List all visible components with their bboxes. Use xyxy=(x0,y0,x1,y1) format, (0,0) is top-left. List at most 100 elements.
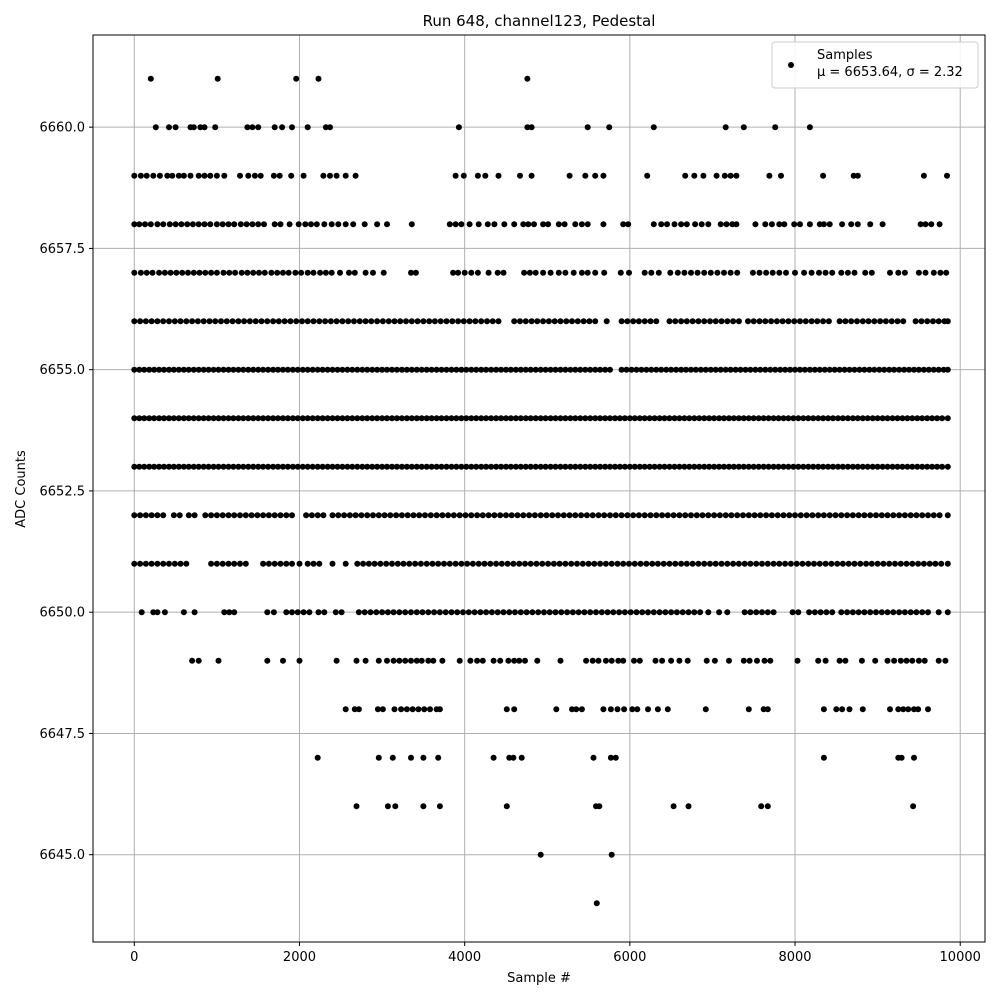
data-point xyxy=(289,609,295,616)
data-point xyxy=(582,463,589,470)
data-point xyxy=(691,172,698,179)
data-point xyxy=(782,366,789,373)
data-point xyxy=(276,172,283,179)
data-point xyxy=(384,415,390,422)
data-point xyxy=(711,463,718,470)
data-point xyxy=(375,512,382,519)
data-point xyxy=(844,512,851,519)
data-point xyxy=(136,366,143,373)
data-point xyxy=(756,269,763,276)
data-point xyxy=(400,560,407,567)
data-point xyxy=(939,463,946,470)
data-point xyxy=(580,318,587,325)
data-point xyxy=(300,609,307,616)
data-point xyxy=(212,124,219,131)
data-point xyxy=(648,366,655,373)
data-point xyxy=(878,609,885,616)
data-point xyxy=(491,512,498,519)
data-point xyxy=(797,318,803,325)
data-point xyxy=(541,609,547,616)
data-point xyxy=(621,463,628,470)
data-point xyxy=(483,609,490,616)
data-point xyxy=(195,463,202,470)
data-point xyxy=(374,415,381,422)
data-point xyxy=(879,221,886,228)
data-point xyxy=(141,366,148,373)
data-point xyxy=(380,269,387,276)
data-point xyxy=(787,560,794,567)
data-point xyxy=(641,512,648,519)
data-point xyxy=(621,415,628,422)
data-point xyxy=(839,463,846,470)
data-point xyxy=(586,318,593,325)
data-point xyxy=(393,512,400,519)
data-point xyxy=(170,512,177,519)
data-point xyxy=(265,560,272,567)
data-point xyxy=(478,463,485,470)
data-point xyxy=(387,512,394,519)
data-point xyxy=(864,463,871,470)
data-point xyxy=(774,512,781,519)
data-point xyxy=(478,366,485,373)
data-point xyxy=(879,463,886,470)
data-point xyxy=(364,512,371,519)
data-point xyxy=(196,269,203,276)
data-point xyxy=(431,318,438,325)
data-point xyxy=(246,318,253,325)
data-point xyxy=(810,463,817,470)
data-point xyxy=(826,221,833,228)
data-point xyxy=(601,269,608,276)
data-point xyxy=(815,657,822,664)
data-point xyxy=(747,560,754,567)
data-point xyxy=(874,560,881,567)
data-point xyxy=(944,560,951,567)
data-point xyxy=(780,512,787,519)
data-point xyxy=(137,512,144,519)
data-point xyxy=(442,609,449,616)
data-point xyxy=(792,269,798,276)
data-point xyxy=(344,463,351,470)
data-point xyxy=(537,415,544,422)
data-point xyxy=(414,318,421,325)
data-point xyxy=(205,366,212,373)
data-point xyxy=(531,221,537,228)
data-point xyxy=(295,221,302,228)
data-point xyxy=(460,318,467,325)
data-point xyxy=(562,560,569,567)
data-point xyxy=(760,706,767,713)
data-point xyxy=(364,463,371,470)
data-point xyxy=(688,512,694,519)
data-point xyxy=(542,366,549,373)
data-point xyxy=(671,415,678,422)
data-point xyxy=(315,75,322,82)
data-point xyxy=(730,415,737,422)
data-point xyxy=(131,318,138,325)
data-point xyxy=(141,463,148,470)
data-point xyxy=(595,657,602,664)
data-point xyxy=(666,318,673,325)
data-point xyxy=(185,512,192,519)
data-point xyxy=(270,415,277,422)
data-point xyxy=(208,560,215,567)
data-point xyxy=(364,366,371,373)
data-point xyxy=(284,463,291,470)
data-point xyxy=(235,318,242,325)
data-point xyxy=(231,221,238,228)
data-point xyxy=(659,657,666,664)
legend: Samples μ = 6653.64, σ = 2.32 xyxy=(771,41,979,89)
data-point xyxy=(136,221,143,228)
data-point xyxy=(466,221,473,228)
data-point xyxy=(418,366,425,373)
data-point xyxy=(768,318,775,325)
data-point xyxy=(681,269,688,276)
data-point xyxy=(694,269,701,276)
data-point xyxy=(137,269,144,276)
data-point xyxy=(408,609,414,616)
data-point xyxy=(479,657,486,664)
data-point xyxy=(475,221,482,228)
data-point xyxy=(884,415,891,422)
data-point xyxy=(551,318,558,325)
data-point xyxy=(876,366,883,373)
data-point xyxy=(316,318,323,325)
